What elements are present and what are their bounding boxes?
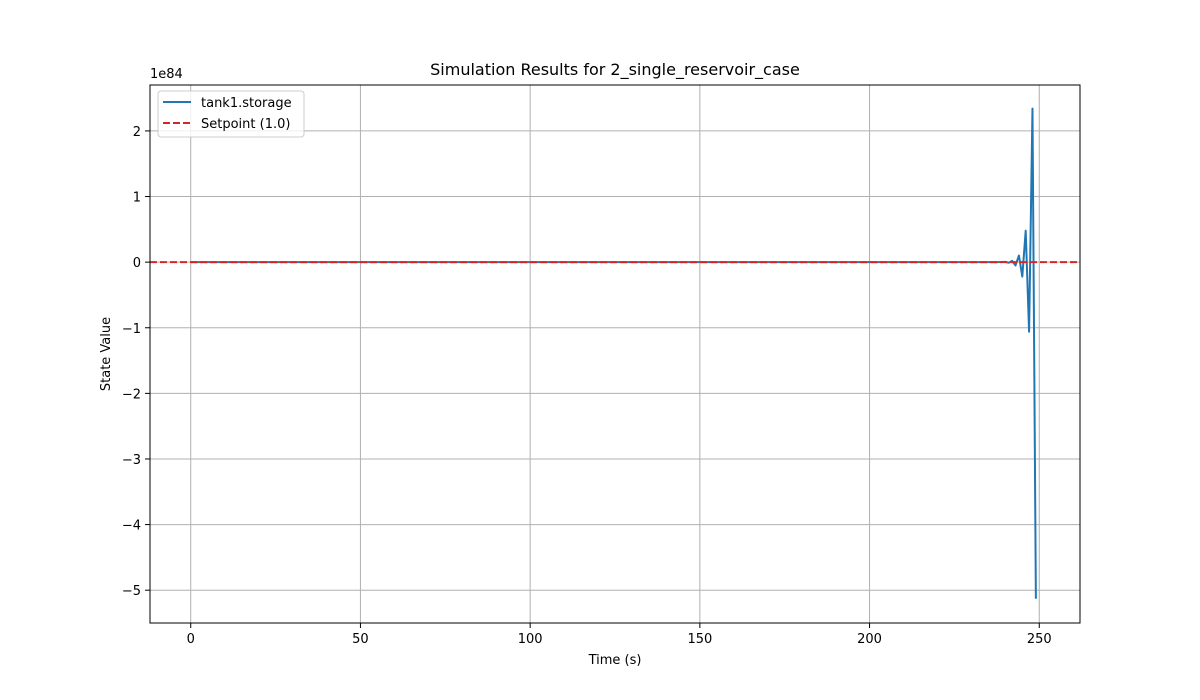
x-tick-label: 150 xyxy=(687,632,712,647)
x-tick-label: 0 xyxy=(187,632,195,647)
plot-frame xyxy=(149,84,1081,624)
legend-label-setpoint: Setpoint (1.0) xyxy=(201,117,290,132)
y-scale-label: 1e84 xyxy=(150,67,183,82)
ticks: 0 50 100 150 200 250 −5 −4 −3 −2 −1 0 1 2 xyxy=(122,125,1052,647)
legend: tank1.storage Setpoint (1.0) xyxy=(157,90,305,138)
x-tick-label: 100 xyxy=(518,632,543,647)
y-tick-label: −4 xyxy=(122,519,141,534)
series-line-tank1-storage xyxy=(190,107,1037,599)
grid xyxy=(150,85,1080,623)
y-axis-label: State Value xyxy=(99,317,114,391)
y-tick-label: −2 xyxy=(122,387,141,402)
chart-title: Simulation Results for 2_single_reservoi… xyxy=(430,60,800,80)
x-tick-label: 50 xyxy=(352,632,369,647)
y-tick-label: −5 xyxy=(122,584,141,599)
y-tick-label: −1 xyxy=(122,322,141,337)
series-layer xyxy=(150,107,1080,599)
x-tick-label: 250 xyxy=(1027,632,1052,647)
x-axis-label: Time (s) xyxy=(588,653,642,668)
y-tick-label: −3 xyxy=(122,453,141,468)
y-tick-label: 1 xyxy=(133,191,141,206)
legend-label-tank1-storage: tank1.storage xyxy=(201,96,292,111)
x-tick-label: 200 xyxy=(857,632,882,647)
y-tick-label: 2 xyxy=(133,125,141,140)
legend-box xyxy=(157,90,305,138)
y-tick-label: 0 xyxy=(133,256,141,271)
